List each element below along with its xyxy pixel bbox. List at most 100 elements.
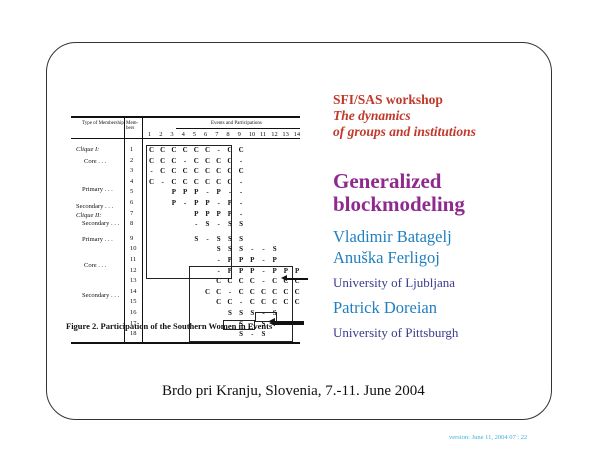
matrix-cell: C [227,277,233,286]
title-line2: blockmodeling [333,192,465,216]
member-number: 1 [130,146,134,153]
matrix-cell: P [216,188,221,197]
matrix-cell: C [204,177,211,186]
event-number: 14 [293,131,301,138]
matrix-cell: S [250,309,255,317]
event-number: 13 [282,131,289,138]
matrix-cell: C [193,156,199,165]
matrix-cell: P [227,266,233,275]
matrix-cell: P [250,266,255,275]
matrix-cell: - [217,220,220,229]
matrix-cell: C [227,167,233,176]
matrix-cell: C [238,167,244,176]
matrix-cell: - [217,199,220,207]
matrix-cell: S [216,234,221,243]
event-number: 5 [192,131,197,138]
workshop-subtitle-line1: The dynamics [333,108,411,123]
figure-caption: Figure 2. Participation of the Southern … [66,321,273,331]
member-number: 7 [130,209,134,217]
event-number: 11 [260,131,267,138]
matrix-cell: S [205,220,210,229]
member-number: 15 [130,298,137,306]
matrix-cell: P [194,199,199,207]
matrix-cell: S [239,309,244,317]
matrix-cell: C [204,287,211,296]
matrix-cell: S [239,319,244,328]
member-number: 9 [130,234,134,242]
matrix-cell: S [261,330,266,339]
matrix-cell: C [193,146,199,154]
member-number: 18 [130,330,137,338]
matrix-cell: S [194,234,199,243]
arrow-row-16b [269,318,304,324]
matrix-cell: S [239,220,244,229]
matrix-cell: P [227,256,233,264]
matrix-cell: P [238,266,244,275]
highlight-box-s-s [223,320,255,330]
matrix-cell: - [262,277,265,286]
matrix-cell: C [193,177,199,186]
group-label: Secondary . . . [76,203,114,210]
event-number: 10 [248,131,256,138]
matrix-cell: S [227,245,232,254]
matrix-cell: C [182,177,188,186]
matrix-cell: C [272,277,278,286]
figure-header-rule [71,138,300,139]
matrix-cell: S [227,309,232,317]
matrix-cell: - [161,177,164,186]
event-number: 12 [271,131,278,138]
event-number: 2 [159,131,163,138]
matrix-cell: - [183,199,187,207]
highlight-box-cc [255,312,277,322]
member-number: 10 [130,245,137,253]
author-3: Patrick Doreian [333,298,438,317]
matrix-cell: - [195,220,198,229]
matrix-cell: P [194,209,199,218]
clique-2-block [189,266,293,342]
header-type-of-membership: Type of Membership [82,121,124,126]
matrix-cell: P [205,199,210,207]
member-number: 3 [130,167,134,175]
matrix-cell: - [262,256,265,264]
matrix-cell: - [217,256,220,264]
matrix-cell: - [206,234,209,243]
matrix-cell: P [272,256,277,264]
member-number: 4 [130,177,134,185]
member-number: 2 [130,156,134,164]
matrix-cell: P [283,266,289,275]
matrix-cell: C [272,298,278,307]
matrix-cell: C [294,287,300,296]
matrix-cell: C [260,298,267,307]
venue-date: Brdo pri Kranju, Slovenia, 7.-11. June 2… [162,383,425,399]
matrix-cell: C [160,156,166,165]
member-number: 6 [130,199,134,206]
matrix-cell: P [250,256,255,264]
group-label: Core . . . [84,262,107,269]
matrix-cell: P [205,209,210,218]
matrix-cell: C [216,298,222,307]
header-events: Events and Participations [211,121,262,126]
matrix-cell: C [160,167,166,176]
matrix-cell: C [249,298,255,307]
matrix-cell: - [262,309,265,317]
workshop-name: SFI/SAS workshop [333,92,443,107]
matrix-cell: C [171,156,177,165]
matrix-cell: C [283,287,289,296]
matrix-cell: - [239,156,243,165]
matrix-cell: - [251,245,254,254]
member-number: 14 [130,287,137,295]
matrix-cell: - [262,266,265,275]
matrix-cell: C [182,146,188,154]
matrix-cell: - [217,146,220,154]
matrix-cell: C [204,146,211,154]
figure-divider-1 [124,116,125,343]
event-number: 4 [181,131,185,138]
figure-bottom-rule [71,342,300,344]
matrix-cell: C [193,167,199,176]
figure-events-rule [176,128,300,129]
matrix-cell: P [227,199,233,207]
affiliation-ljubljana: University of Ljubljana [333,275,456,290]
matrix-cell: C [294,298,300,307]
matrix-cell: S [261,319,266,328]
matrix-cell: S [216,245,221,254]
